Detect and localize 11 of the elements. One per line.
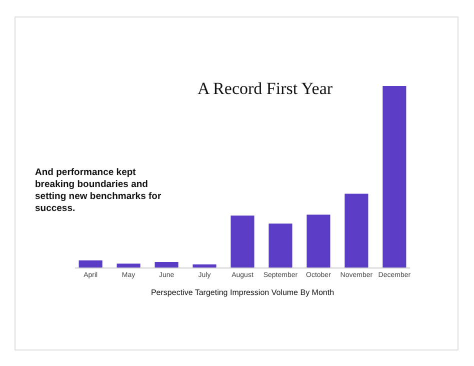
bar xyxy=(78,260,102,268)
bar xyxy=(230,216,254,268)
bar xyxy=(306,214,330,268)
chart-title: A Record First Year xyxy=(197,79,333,98)
x-axis-title: Perspective Targeting Impression Volume By Month xyxy=(150,288,334,297)
bar xyxy=(344,194,368,268)
bar xyxy=(116,264,140,268)
annotation: And performance kept breaking boundaries and setting new benchmarks for success. xyxy=(35,167,162,214)
bar xyxy=(382,86,406,268)
bar xyxy=(154,262,178,268)
bar xyxy=(268,224,292,268)
